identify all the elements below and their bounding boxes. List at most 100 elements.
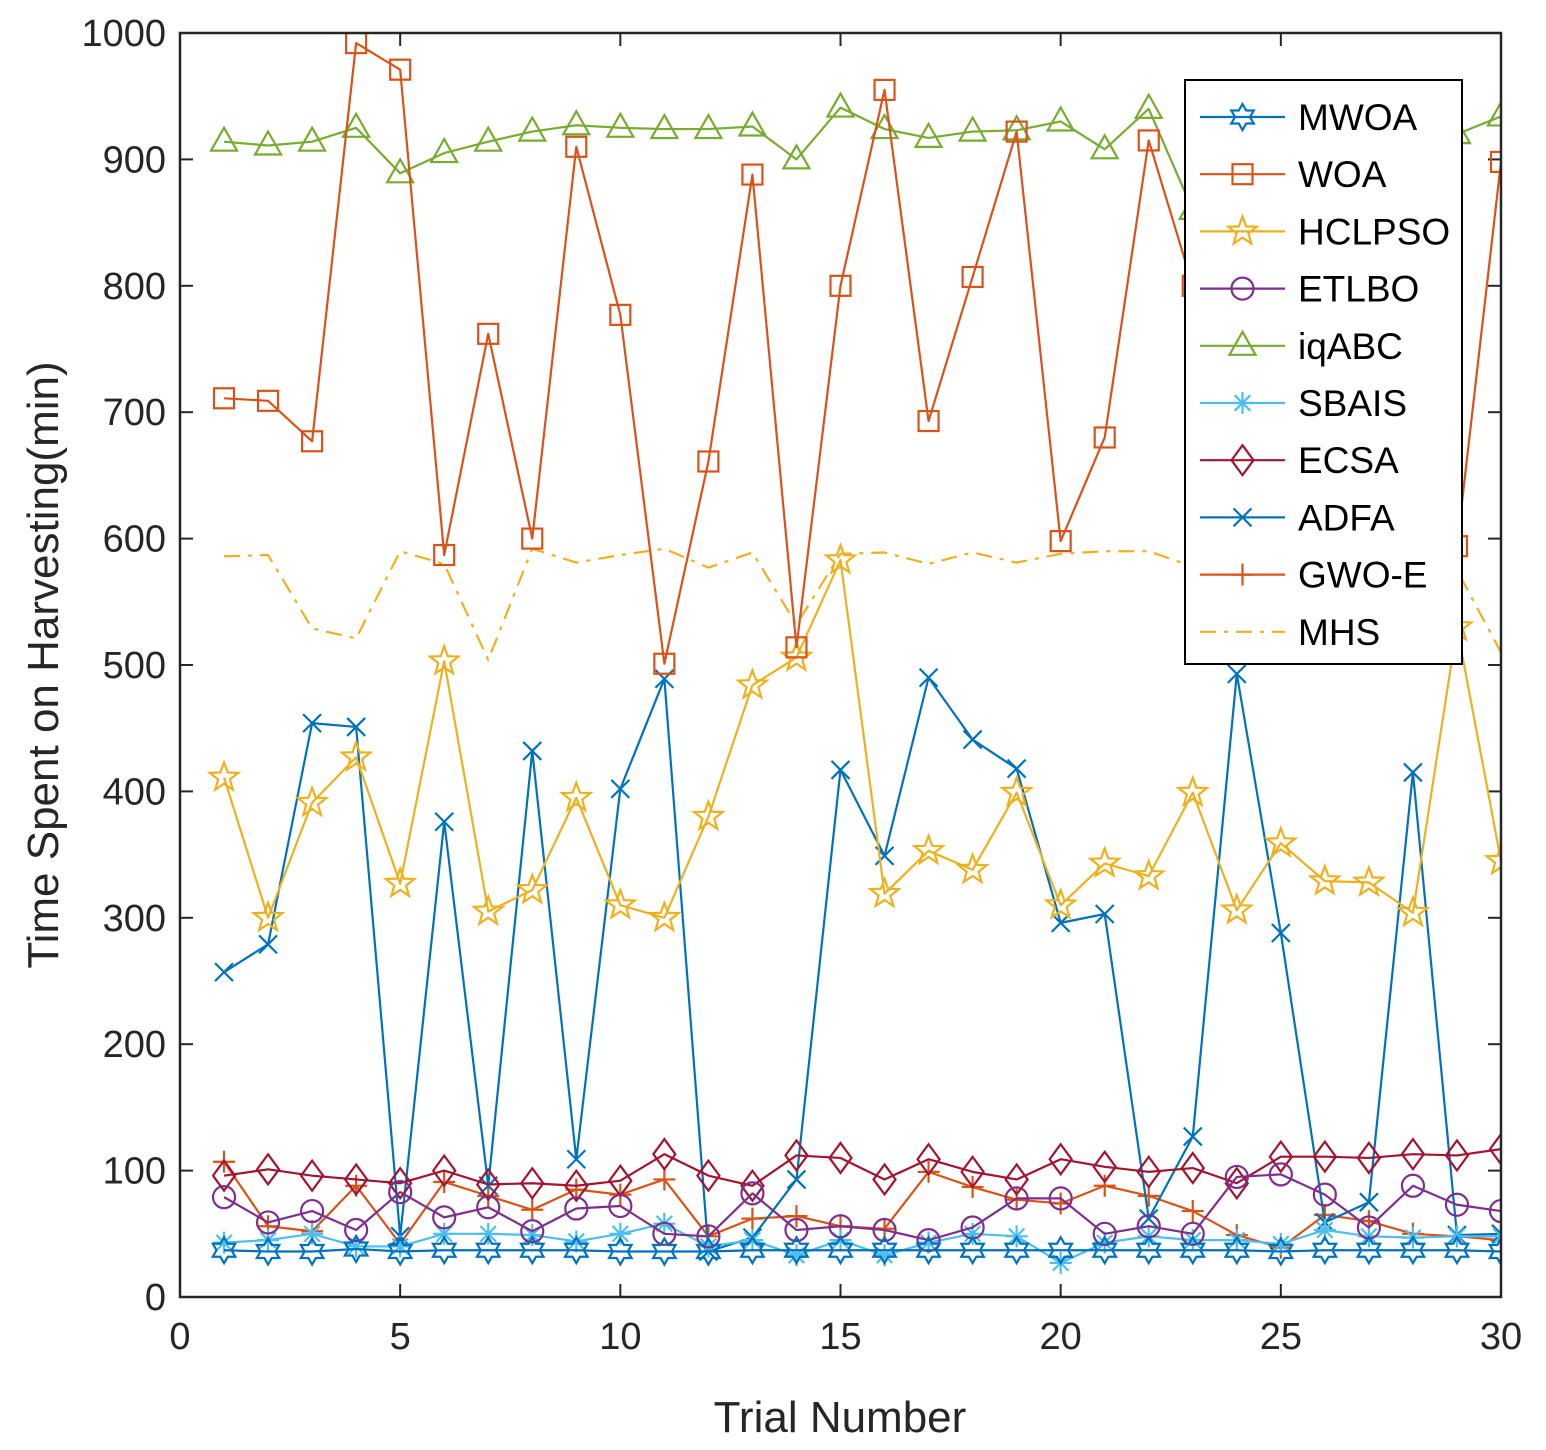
data-point-etlbo bbox=[652, 1221, 677, 1246]
data-point-sbais bbox=[961, 1222, 984, 1245]
data-point-etlbo bbox=[1400, 1173, 1426, 1198]
data-point-mwoa bbox=[254, 1236, 282, 1267]
y-tick-label: 200 bbox=[103, 1024, 166, 1066]
data-point-hclpso bbox=[514, 871, 550, 905]
data-point-etlbo bbox=[1268, 1162, 1293, 1187]
data-point-ecsa bbox=[299, 1158, 325, 1193]
tick-labels: 0 5 10 15 20 25 300100200300400500600700800900… bbox=[81, 13, 1522, 1358]
series-line-etlbo bbox=[223, 1173, 1501, 1242]
data-point-adfa bbox=[918, 667, 939, 688]
data-point-etlbo bbox=[872, 1217, 897, 1243]
data-point-woa bbox=[565, 135, 588, 158]
data-point-adfa bbox=[258, 934, 278, 955]
plot-frame bbox=[178, 31, 1503, 1299]
data-point-sbais bbox=[741, 1229, 764, 1252]
legend-marker bbox=[1231, 392, 1254, 414]
data-point-adfa bbox=[1094, 904, 1115, 924]
legend-item-iqabc: iqABC bbox=[1200, 326, 1403, 367]
data-point-woa bbox=[477, 322, 500, 345]
data-point-iqabc bbox=[649, 112, 680, 140]
legend-item-ecsa: ECSA bbox=[1200, 440, 1399, 481]
data-point-hclpso bbox=[1263, 825, 1299, 858]
data-point-ecsa bbox=[343, 1162, 369, 1197]
data-point-mwoa bbox=[1003, 1235, 1030, 1266]
data-point-sbais bbox=[565, 1230, 588, 1253]
data-point-etlbo bbox=[1488, 1198, 1501, 1224]
data-point-etlbo bbox=[740, 1181, 765, 1206]
data-point-woa bbox=[1137, 129, 1160, 152]
data-point-mwoa bbox=[475, 1235, 502, 1266]
series-mhs bbox=[223, 547, 1501, 662]
data-point-hclpso bbox=[955, 851, 990, 885]
data-point-gwo-e bbox=[785, 1205, 808, 1228]
y-tick-label: 1000 bbox=[81, 13, 166, 55]
data-point-adfa bbox=[434, 811, 454, 832]
legend-label: ADFA bbox=[1298, 497, 1395, 538]
y-tick-label: 100 bbox=[103, 1151, 166, 1193]
data-point-hclpso bbox=[647, 899, 682, 933]
data-point-hclpso bbox=[691, 798, 726, 832]
data-point-woa bbox=[389, 58, 412, 81]
x-tick-label: 0 bbox=[169, 1316, 190, 1358]
legend-marker bbox=[1232, 507, 1253, 528]
data-point-hclpso bbox=[1043, 886, 1078, 920]
data-point-woa bbox=[301, 430, 324, 453]
data-point-ecsa bbox=[255, 1152, 281, 1187]
data-point-sbais bbox=[213, 1231, 236, 1254]
legend-marker bbox=[1231, 163, 1254, 186]
data-point-etlbo bbox=[255, 1210, 281, 1235]
data-point-hclpso bbox=[338, 739, 374, 773]
data-point-woa bbox=[961, 265, 984, 289]
data-point-mwoa bbox=[1487, 1236, 1501, 1267]
data-point-sbais bbox=[1181, 1229, 1204, 1252]
data-point-etlbo bbox=[784, 1217, 809, 1243]
data-point-iqabc bbox=[209, 125, 239, 152]
data-point-sbais bbox=[1313, 1219, 1336, 1242]
data-point-hclpso bbox=[603, 886, 638, 920]
data-point-adfa bbox=[1359, 1192, 1379, 1212]
data-point-sbais bbox=[477, 1222, 500, 1245]
data-point-woa bbox=[653, 652, 676, 675]
legend-label: GWO-E bbox=[1298, 555, 1427, 596]
y-axis-label: Time Spent on Harvesting(min) bbox=[19, 361, 68, 968]
data-point-hclpso bbox=[1307, 862, 1343, 896]
data-point-ecsa bbox=[387, 1166, 413, 1201]
data-point-woa bbox=[1049, 530, 1072, 553]
data-point-adfa bbox=[610, 779, 631, 799]
x-tick-label: 30 bbox=[1480, 1316, 1522, 1358]
data-point-sbais bbox=[1269, 1232, 1292, 1255]
data-point-gwo-e bbox=[917, 1160, 940, 1183]
data-point-woa bbox=[609, 303, 632, 326]
data-point-sbais bbox=[917, 1231, 940, 1254]
data-point-mwoa bbox=[1091, 1235, 1118, 1266]
data-point-mwoa bbox=[1267, 1236, 1294, 1267]
data-point-ecsa bbox=[652, 1137, 677, 1172]
x-tick-label: 20 bbox=[1040, 1316, 1082, 1358]
series-line-sbais bbox=[223, 1222, 1501, 1264]
y-tick-label: 400 bbox=[103, 771, 166, 813]
data-point-etlbo bbox=[432, 1205, 457, 1230]
legend-label: ECSA bbox=[1298, 440, 1399, 481]
legend-marker bbox=[1227, 329, 1258, 356]
series-mwoa bbox=[210, 1233, 1501, 1267]
data-point-adfa bbox=[1271, 923, 1291, 943]
data-point-woa bbox=[212, 387, 236, 410]
data-point-mwoa bbox=[1135, 1235, 1162, 1266]
legend-item-adfa: ADFA bbox=[1200, 497, 1395, 538]
data-point-hclpso bbox=[470, 893, 506, 927]
data-point-etlbo bbox=[1180, 1221, 1205, 1246]
data-point-hclpso bbox=[1087, 845, 1123, 879]
data-point-gwo-e bbox=[1181, 1200, 1204, 1223]
data-point-woa bbox=[829, 274, 852, 297]
x-tick-label: 10 bbox=[599, 1316, 641, 1358]
data-point-iqabc bbox=[1045, 105, 1076, 132]
series-hclpso bbox=[206, 541, 1501, 933]
data-point-sbais bbox=[345, 1235, 368, 1258]
data-point-iqabc bbox=[913, 121, 944, 149]
y-tick-label: 800 bbox=[103, 266, 166, 308]
data-point-adfa bbox=[214, 962, 234, 982]
data-point-gwo-e bbox=[741, 1207, 764, 1230]
data-point-sbais bbox=[1225, 1229, 1248, 1252]
data-point-hclpso bbox=[294, 784, 330, 818]
